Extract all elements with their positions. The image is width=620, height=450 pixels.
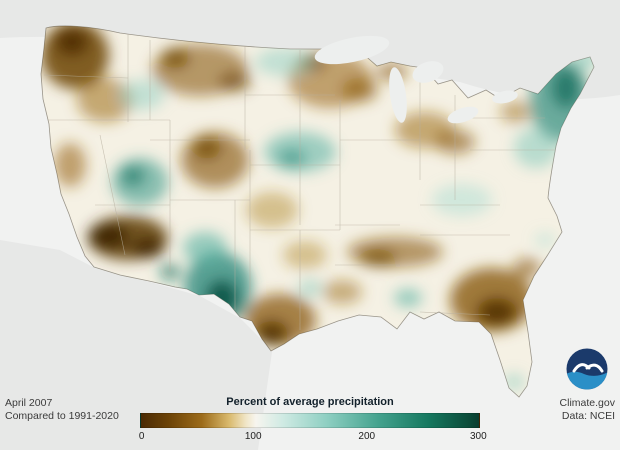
date-label: April 2007 [5, 397, 53, 409]
colorbar-tick-300: 300 [469, 431, 487, 442]
lake-erie [447, 106, 479, 124]
colorbar-tick-200: 200 [358, 431, 376, 442]
colorbar-gradient [140, 413, 480, 428]
colorbar-tick-100: 100 [244, 431, 262, 442]
lake-ontario [492, 90, 518, 104]
site-label: Climate.gov [559, 397, 615, 409]
date-block: April 2007 Compared to 1991-2020 [5, 397, 119, 423]
colorbar-tick-0: 0 [138, 431, 145, 442]
lake-michigan [389, 67, 407, 123]
source-block: Climate.gov Data: NCEI [560, 397, 615, 423]
colorbar-legend: Percent of average precipitation 0 100 2… [138, 396, 487, 444]
lake-superior [314, 35, 390, 65]
state-borders [43, 30, 556, 330]
data-source-label: Data: NCEI [561, 410, 615, 422]
baseline-label: Compared to 1991-2020 [5, 410, 119, 422]
great-lakes [314, 35, 518, 124]
colorbar-title: Percent of average precipitation [226, 396, 394, 408]
mexico-landmass [0, 240, 272, 450]
noaa-logo [566, 348, 608, 390]
lake-huron [412, 61, 444, 83]
noaa-logo-bird-wing [585, 363, 604, 373]
colorbar-ticks: 0 100 200 300 [138, 431, 487, 444]
